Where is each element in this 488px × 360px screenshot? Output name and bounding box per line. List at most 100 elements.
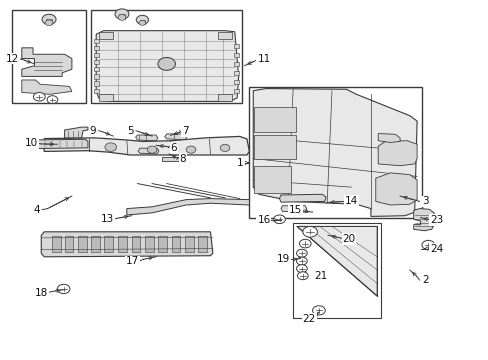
Polygon shape [413,208,433,231]
Text: 18: 18 [35,288,48,297]
Bar [198,237,206,252]
Bar [94,81,99,86]
Circle shape [147,146,157,153]
Text: 10: 10 [25,138,38,148]
Bar [91,237,100,252]
Polygon shape [375,173,416,205]
Text: 15: 15 [288,205,302,215]
Bar [233,62,238,66]
Bar [185,237,194,252]
Circle shape [312,306,325,315]
Circle shape [33,93,45,101]
Bar [94,53,99,57]
Bar [217,94,232,102]
Bar [119,14,124,19]
Bar [233,89,238,93]
Bar [292,223,380,318]
Circle shape [296,257,306,265]
Bar [94,74,99,78]
Bar [52,237,61,252]
Bar [233,44,238,48]
Bar [94,46,99,50]
Text: 21: 21 [314,271,327,281]
Bar [140,20,144,24]
Polygon shape [377,141,416,166]
Circle shape [297,272,307,280]
Bar [91,10,242,103]
Text: 3: 3 [421,197,428,206]
Text: 4: 4 [33,204,40,215]
Text: 2: 2 [421,275,428,285]
Circle shape [105,143,116,152]
Polygon shape [138,148,159,154]
Polygon shape [96,31,238,102]
Bar [254,107,295,132]
Polygon shape [162,157,179,161]
Text: 1: 1 [236,158,243,168]
Polygon shape [22,80,72,94]
Bar [233,80,238,84]
Bar [99,94,113,102]
Bar [171,237,180,252]
Circle shape [296,265,306,273]
Bar [254,166,290,193]
Text: 19: 19 [276,254,289,264]
Text: 8: 8 [179,154,185,164]
Text: 14: 14 [344,196,357,206]
Bar [131,237,140,252]
Text: 24: 24 [429,244,442,254]
Circle shape [273,215,285,224]
Polygon shape [164,134,187,140]
Circle shape [299,239,310,248]
Circle shape [136,15,148,24]
Polygon shape [377,134,399,143]
Text: 5: 5 [127,126,133,136]
Text: 9: 9 [89,126,96,136]
Polygon shape [279,194,325,202]
Polygon shape [296,226,376,296]
Polygon shape [44,136,249,155]
Bar [233,53,238,57]
Bar [104,237,113,252]
Circle shape [296,249,306,257]
Polygon shape [22,48,72,76]
Circle shape [186,146,196,153]
Polygon shape [126,199,249,215]
Bar [94,39,99,43]
Bar [118,237,126,252]
Polygon shape [135,135,158,141]
Polygon shape [253,89,416,216]
Circle shape [47,96,58,104]
Circle shape [139,20,145,25]
Circle shape [115,9,129,19]
Bar [64,237,73,252]
Polygon shape [281,206,306,212]
Text: 6: 6 [170,143,177,153]
Bar [78,237,87,252]
Text: 11: 11 [257,54,270,64]
Text: 13: 13 [101,214,114,224]
Polygon shape [64,127,88,138]
Bar [144,237,153,252]
Text: 22: 22 [302,314,315,324]
Circle shape [118,15,125,20]
Circle shape [45,20,53,26]
Text: 16: 16 [257,215,270,225]
Bar [158,237,166,252]
Bar [12,10,86,103]
Bar [99,32,113,39]
Bar [233,71,238,75]
Circle shape [421,240,434,249]
Bar [217,32,232,39]
Polygon shape [31,139,88,149]
Bar [94,67,99,71]
Circle shape [220,144,229,152]
Text: 12: 12 [5,54,19,64]
Bar [46,19,52,24]
Text: 17: 17 [126,256,139,266]
Circle shape [158,58,175,70]
Circle shape [57,284,70,294]
Text: 23: 23 [429,215,442,225]
Bar [254,135,295,158]
Circle shape [42,14,56,24]
